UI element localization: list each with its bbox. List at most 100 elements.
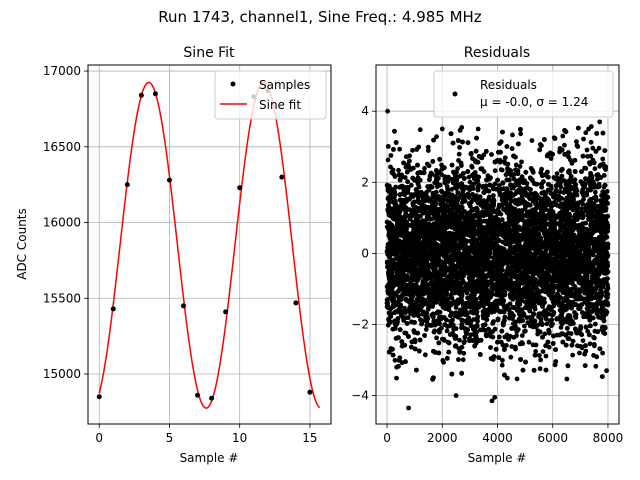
- residual-point: [457, 145, 462, 150]
- residual-point: [593, 363, 599, 369]
- residual-point: [570, 338, 576, 344]
- residual-point: [564, 376, 570, 382]
- residual-point: [575, 144, 581, 150]
- residual-point: [489, 152, 494, 157]
- sample-point: [124, 182, 130, 188]
- residual-point: [578, 344, 584, 349]
- residual-point: [533, 349, 539, 354]
- residual-point: [543, 353, 549, 359]
- residual-point: [584, 147, 590, 153]
- residual-point: [515, 327, 521, 332]
- residual-point: [517, 164, 523, 169]
- residual-point: [554, 171, 560, 177]
- residual-point: [595, 329, 601, 335]
- residual-point: [558, 325, 564, 330]
- residual-point: [469, 164, 475, 170]
- residual-point: [385, 157, 391, 163]
- residual-point: [507, 177, 512, 183]
- residual-point: [514, 376, 520, 382]
- residual-point: [590, 145, 596, 151]
- residual-point: [519, 333, 525, 338]
- residual-point: [577, 350, 582, 356]
- sine-fit-frame: [87, 64, 332, 425]
- residual-point: [434, 134, 439, 140]
- residual-point: [448, 319, 453, 324]
- sine-fit-axes: Sine Fit 0 5 10 151500015500160001650017000…: [15, 45, 332, 465]
- sample-point: [138, 92, 144, 98]
- y-tick-label: 15000: [43, 367, 81, 381]
- residual-point: [526, 339, 532, 345]
- sample-point: [293, 300, 299, 306]
- residual-point: [467, 179, 473, 185]
- residual-point: [568, 331, 574, 336]
- residual-point: [583, 130, 589, 136]
- residual-point: [504, 375, 510, 381]
- residual-point: [600, 156, 606, 162]
- residual-point: [562, 142, 567, 148]
- x-tick-label: 5: [166, 431, 174, 445]
- residual-point: [422, 166, 427, 171]
- residual-point: [466, 315, 472, 321]
- residual-point: [518, 217, 524, 223]
- residual-point: [518, 131, 524, 137]
- sample-point: [166, 177, 172, 183]
- sine-fit-grid: [88, 65, 331, 424]
- residual-point: [513, 162, 519, 168]
- residual-point: [579, 302, 585, 307]
- residual-point: [588, 139, 594, 145]
- x-tick-label: 0: [95, 431, 103, 445]
- residual-point: [522, 323, 527, 329]
- residual-point: [548, 156, 554, 161]
- sample-point: [152, 91, 158, 97]
- legend-samples-marker: [230, 81, 236, 87]
- residual-point: [410, 147, 415, 153]
- residual-point: [508, 354, 514, 360]
- residual-point: [454, 178, 460, 183]
- figure-suptitle: Run 1743, channel1, Sine Freq.: 4.985 MH…: [158, 8, 482, 26]
- residual-point: [510, 132, 515, 138]
- residual-point: [504, 144, 510, 149]
- residual-point: [596, 145, 602, 151]
- y-tick-label: 15500: [43, 291, 81, 305]
- x-tick-label: 15: [302, 431, 317, 445]
- sine-fit-xlabel: Sample #: [180, 451, 239, 465]
- sample-point: [237, 185, 243, 191]
- residual-point: [460, 357, 466, 363]
- residual-point: [434, 335, 439, 341]
- residual-point: [570, 352, 576, 358]
- residual-point: [600, 350, 605, 356]
- residual-point: [500, 357, 505, 363]
- residual-point: [488, 345, 493, 350]
- residual-point: [421, 170, 427, 176]
- sample-point: [209, 395, 215, 401]
- residual-point: [499, 362, 505, 368]
- sine-fit-title: Sine Fit: [183, 45, 235, 61]
- residual-point: [444, 328, 450, 334]
- residual-point: [388, 153, 394, 158]
- residual-point: [592, 189, 598, 195]
- residual-point: [417, 127, 423, 133]
- residual-point: [587, 160, 592, 166]
- sample-point: [307, 389, 313, 395]
- residual-point: [394, 375, 399, 381]
- residual-point: [492, 168, 498, 174]
- residual-point: [453, 305, 459, 310]
- residual-point: [529, 138, 535, 143]
- y-tick-label: 16000: [43, 216, 81, 230]
- x-tick-label: 10: [232, 431, 247, 445]
- residual-point: [536, 353, 542, 358]
- residual-point: [598, 198, 604, 203]
- sample-point: [181, 303, 187, 309]
- residual-point: [425, 144, 431, 150]
- residual-point: [587, 341, 593, 347]
- sine-fit-line: [98, 81, 321, 409]
- residual-point: [501, 159, 507, 164]
- residual-point: [509, 344, 515, 349]
- y-tick-label: 16500: [43, 140, 81, 154]
- sine-fit-legend: Samples Sine fit: [214, 70, 327, 120]
- residual-point: [511, 176, 517, 182]
- residual-point: [456, 357, 461, 362]
- residual-point: [491, 193, 496, 198]
- residual-point: [396, 167, 401, 173]
